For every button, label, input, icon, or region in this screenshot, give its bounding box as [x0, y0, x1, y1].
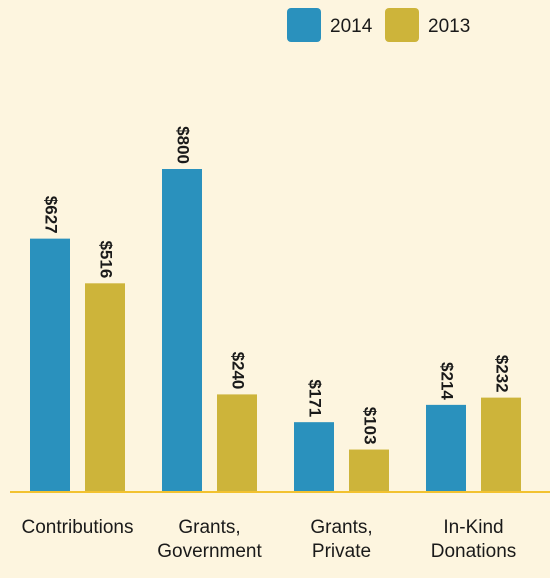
bar: [217, 394, 257, 491]
x-tick-label: Grants, Government: [157, 517, 262, 562]
bar: [481, 397, 521, 491]
bar: [426, 404, 466, 491]
x-tick-label: Grants, Private: [310, 517, 372, 562]
bar: [294, 422, 334, 491]
bar: [85, 283, 125, 491]
value-label: $627: [42, 196, 61, 234]
x-tick-label: In-Kind Donations: [431, 517, 517, 562]
legend-swatch: [287, 8, 321, 42]
value-label: $214: [438, 362, 457, 400]
legend-swatch: [385, 8, 419, 42]
bar: [162, 169, 202, 491]
bar: [30, 238, 70, 491]
value-label: $171: [306, 379, 325, 417]
x-tick-label: Contributions: [22, 517, 134, 538]
value-label: $103: [361, 407, 380, 445]
bar: [349, 449, 389, 491]
value-label: $232: [493, 355, 512, 393]
legend-label: 2013: [428, 16, 470, 37]
legend-label: 2014: [330, 16, 373, 37]
value-label: $240: [229, 352, 248, 390]
value-label: $516: [97, 240, 116, 278]
value-label: $800: [174, 126, 193, 164]
